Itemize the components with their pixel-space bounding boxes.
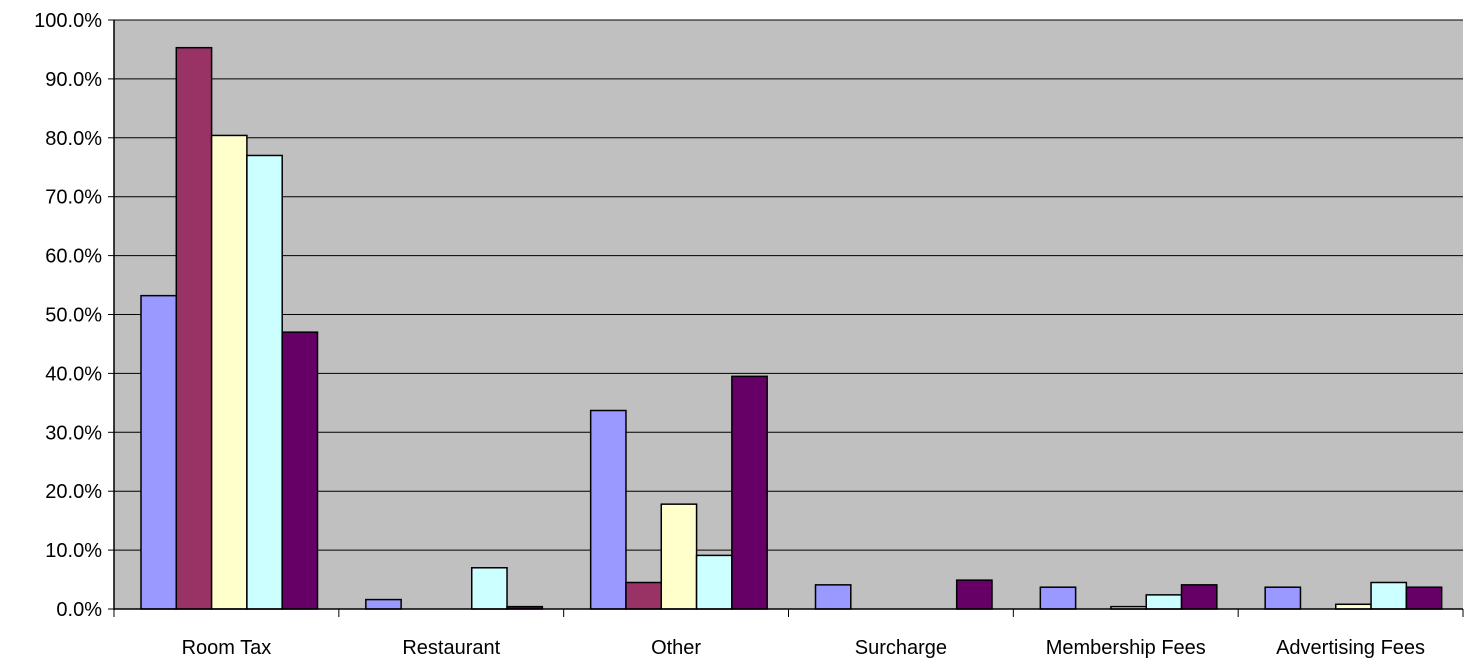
bar	[210, 134, 248, 610]
x-category-label: Room Tax	[182, 637, 272, 659]
y-tick-label: 20.0%	[45, 481, 102, 503]
x-category-label: Advertising Fees	[1276, 637, 1425, 659]
bar	[1405, 586, 1443, 610]
bar	[1145, 594, 1183, 610]
y-tick-label: 0.0%	[56, 599, 102, 621]
y-tick-label: 40.0%	[45, 363, 102, 385]
bar	[281, 331, 319, 610]
x-category-label: Surcharge	[855, 637, 947, 659]
axes	[108, 19, 1464, 617]
bar	[955, 579, 993, 610]
bar	[1264, 586, 1302, 610]
bar	[1039, 586, 1077, 610]
bar	[1180, 584, 1218, 610]
bar	[365, 598, 402, 610]
y-tick-label: 90.0%	[45, 69, 102, 91]
y-tick-label: 80.0%	[45, 128, 102, 150]
bar	[470, 567, 508, 610]
bar	[140, 294, 178, 610]
bar	[660, 503, 698, 610]
bar	[625, 581, 663, 610]
bar	[589, 409, 627, 610]
gridlines	[114, 19, 1463, 551]
y-tick-label: 60.0%	[45, 246, 102, 268]
y-tick-label: 30.0%	[45, 422, 102, 444]
y-tick-label: 50.0%	[45, 305, 102, 327]
x-axis-category-labels: Room Tax Restaurant Other Surcharge Membersh…	[182, 637, 1425, 659]
bar	[731, 375, 768, 610]
bar	[175, 46, 213, 610]
bar	[695, 554, 733, 610]
bar	[1370, 581, 1408, 610]
bar	[814, 584, 852, 610]
x-category-label: Restaurant	[402, 637, 500, 659]
y-tick-label: 10.0%	[45, 540, 102, 562]
y-tick-label: 70.0%	[45, 187, 102, 209]
x-category-label: Other	[651, 637, 701, 659]
y-tick-label: 100.0%	[34, 10, 102, 32]
y-axis-tick-labels: 0.0% 10.0% 20.0% 30.0% 40.0% 50.0% 60.0% 70.0% 8…	[34, 10, 102, 621]
bar	[246, 154, 283, 610]
x-category-label: Membership Fees	[1046, 637, 1206, 659]
